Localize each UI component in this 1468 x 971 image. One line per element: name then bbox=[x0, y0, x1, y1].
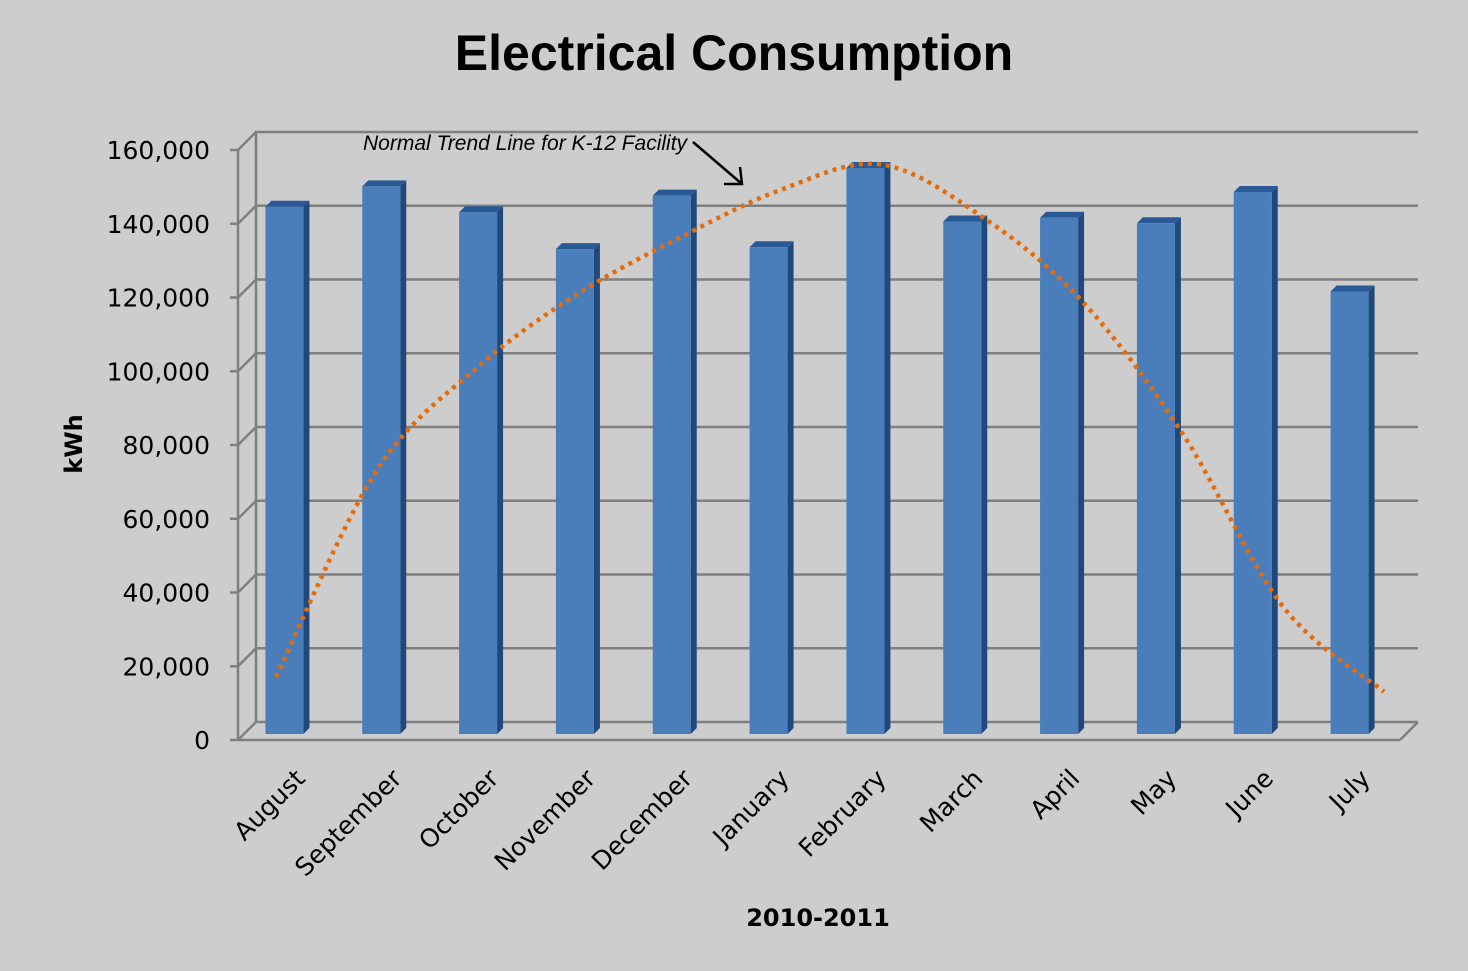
y-tick-label: 100,000 bbox=[107, 357, 210, 386]
y-tick-label: 0 bbox=[194, 726, 210, 755]
bar bbox=[459, 206, 504, 734]
x-tick-label: October bbox=[413, 763, 505, 855]
trend-line bbox=[273, 161, 1386, 694]
gridline bbox=[230, 425, 1418, 447]
x-tick-label: April bbox=[1024, 764, 1085, 825]
x-tick-label: June bbox=[1219, 764, 1279, 824]
trend-line-annotation: Normal Trend Line for K-12 Facility bbox=[363, 132, 689, 155]
gridline bbox=[230, 130, 1418, 152]
bar-series bbox=[265, 161, 1375, 734]
x-tick-label: December bbox=[586, 763, 699, 876]
annotation-arrow-shaft bbox=[692, 141, 743, 185]
bar bbox=[1330, 285, 1375, 734]
x-tick-label: August bbox=[228, 764, 311, 847]
y-tick-label: 60,000 bbox=[123, 505, 210, 534]
bar bbox=[362, 180, 407, 734]
x-tick-label: February bbox=[793, 764, 892, 863]
bar bbox=[555, 243, 600, 734]
bar bbox=[265, 200, 310, 734]
gridline bbox=[230, 499, 1418, 520]
x-tick-label: January bbox=[706, 764, 795, 853]
bar bbox=[1040, 211, 1085, 734]
x-tick-label: March bbox=[914, 764, 988, 838]
gridline bbox=[230, 204, 1418, 225]
gridline bbox=[230, 573, 1418, 594]
bar bbox=[943, 215, 988, 734]
gridline bbox=[230, 647, 1418, 668]
floor-right-edge bbox=[1399, 721, 1419, 741]
y-tick-label: 20,000 bbox=[123, 652, 210, 681]
x-tick-label: May bbox=[1125, 764, 1182, 821]
y-tick-label: 40,000 bbox=[123, 579, 210, 608]
gridlines bbox=[230, 130, 1418, 742]
bar bbox=[1136, 217, 1181, 734]
x-axis-title: 2010-2011 bbox=[746, 904, 890, 932]
bar bbox=[846, 161, 891, 734]
trend-line-series bbox=[273, 161, 1386, 694]
y-tick-label: 120,000 bbox=[107, 284, 210, 313]
y-tick-label: 160,000 bbox=[107, 136, 210, 165]
x-tick-label: November bbox=[489, 763, 602, 876]
gridline bbox=[230, 278, 1418, 299]
y-tick-label: 80,000 bbox=[123, 431, 210, 460]
y-axis-title: kWh bbox=[60, 414, 88, 474]
bar bbox=[652, 189, 697, 734]
x-tick-label: July bbox=[1322, 764, 1376, 818]
gridline bbox=[230, 720, 1418, 742]
gridline bbox=[230, 352, 1418, 373]
y-axis-tick-labels: 0 20,000 40,000 60,000 80,000 100,000 120,000 1… bbox=[107, 136, 210, 755]
chart-title: Electrical Consumption bbox=[455, 25, 1013, 81]
bar bbox=[749, 241, 794, 734]
y-tick-label: 140,000 bbox=[107, 210, 210, 239]
annotation-group: Normal Trend Line for K-12 Facility bbox=[363, 132, 744, 186]
annotation-arrow-head bbox=[724, 166, 744, 186]
bar bbox=[1233, 185, 1278, 734]
